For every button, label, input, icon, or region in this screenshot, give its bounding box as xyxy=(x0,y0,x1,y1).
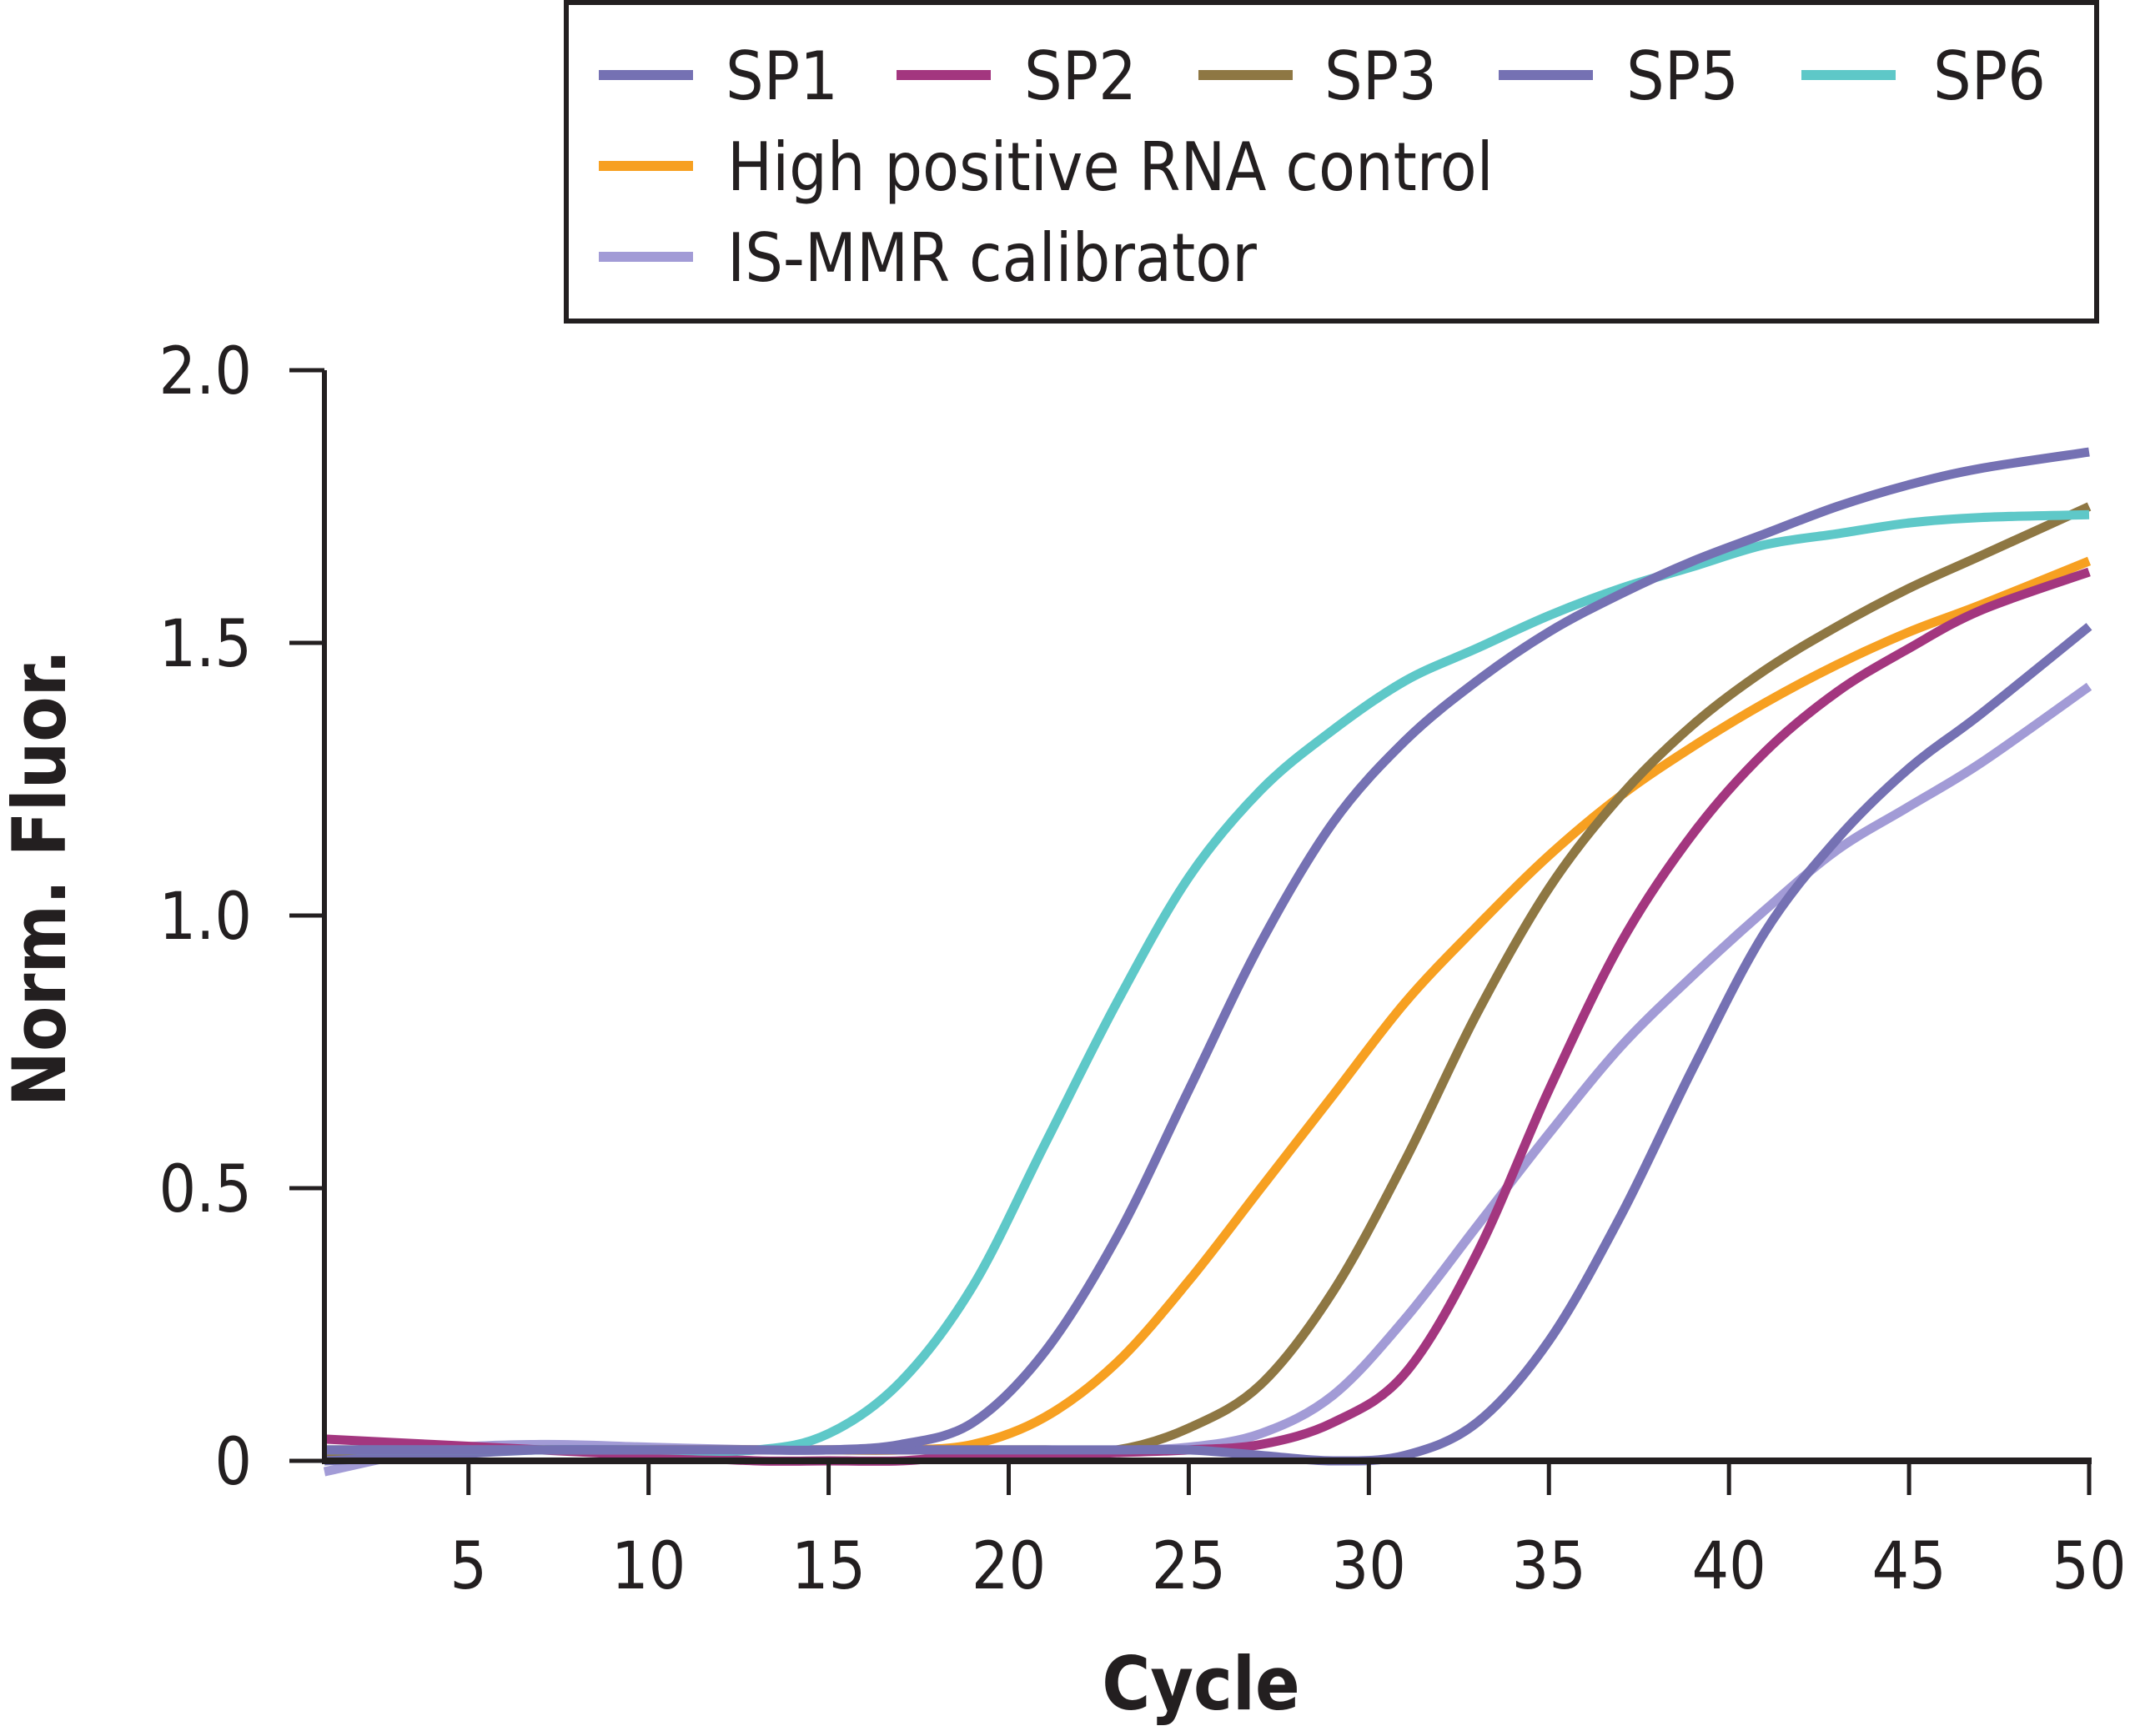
x-tick-label: 35 xyxy=(1512,1529,1586,1604)
legend-label-sp6: SP6 xyxy=(1933,38,2046,115)
legend-label-sp5: SP5 xyxy=(1626,38,1739,115)
series-line-high-positive-rna-control xyxy=(324,556,2092,1455)
legend-label-sp2: SP2 xyxy=(1024,38,1137,115)
y-axis-label: Norm. Fluor. xyxy=(0,650,83,1106)
x-tick-label: 50 xyxy=(2052,1529,2126,1604)
y-ticks: 0 0.5 1.0 1.5 2.0 xyxy=(158,334,324,1500)
x-axis-label: Cycle xyxy=(1102,1641,1299,1727)
series-line-sp3 xyxy=(324,502,2092,1460)
y-tick-label: 0.5 xyxy=(158,1152,252,1227)
legend-label-sp3: SP3 xyxy=(1324,38,1437,115)
legend-label-is-mmr-calibrator: IS-MMR calibrator xyxy=(727,219,1257,297)
legend-label-sp1: SP1 xyxy=(726,38,838,115)
x-tick-label: 25 xyxy=(1152,1529,1226,1604)
series-line-sp6 xyxy=(324,509,2090,1456)
y-tick-label: 0 xyxy=(214,1425,252,1500)
x-tick-label: 10 xyxy=(611,1529,686,1604)
legend: SP1 SP2 SP3 SP5 SP6 High positive RNA control… xyxy=(564,0,2099,324)
x-tick-label: 45 xyxy=(1871,1529,1946,1604)
x-tick-label: 15 xyxy=(791,1529,866,1604)
series-line-sp2 xyxy=(324,567,2091,1466)
y-tick-label: 1.0 xyxy=(158,880,252,955)
x-tick-label: 40 xyxy=(1692,1529,1766,1604)
x-tick-label: 5 xyxy=(450,1529,487,1604)
series-line-is-mmr-calibrator xyxy=(323,682,2092,1477)
y-tick-label: 2.0 xyxy=(158,334,252,409)
plot-lines xyxy=(323,447,2092,1477)
x-ticks: 5 10 15 20 25 30 35 40 45 50 xyxy=(450,1461,2127,1604)
y-tick-label: 1.5 xyxy=(158,607,252,682)
legend-box xyxy=(564,0,2099,324)
series-line-sp1 xyxy=(324,447,2090,1455)
legend-label-high-positive-rna-control: High positive RNA control xyxy=(727,128,1494,206)
x-tick-label: 30 xyxy=(1332,1529,1406,1604)
x-tick-label: 20 xyxy=(972,1529,1046,1604)
